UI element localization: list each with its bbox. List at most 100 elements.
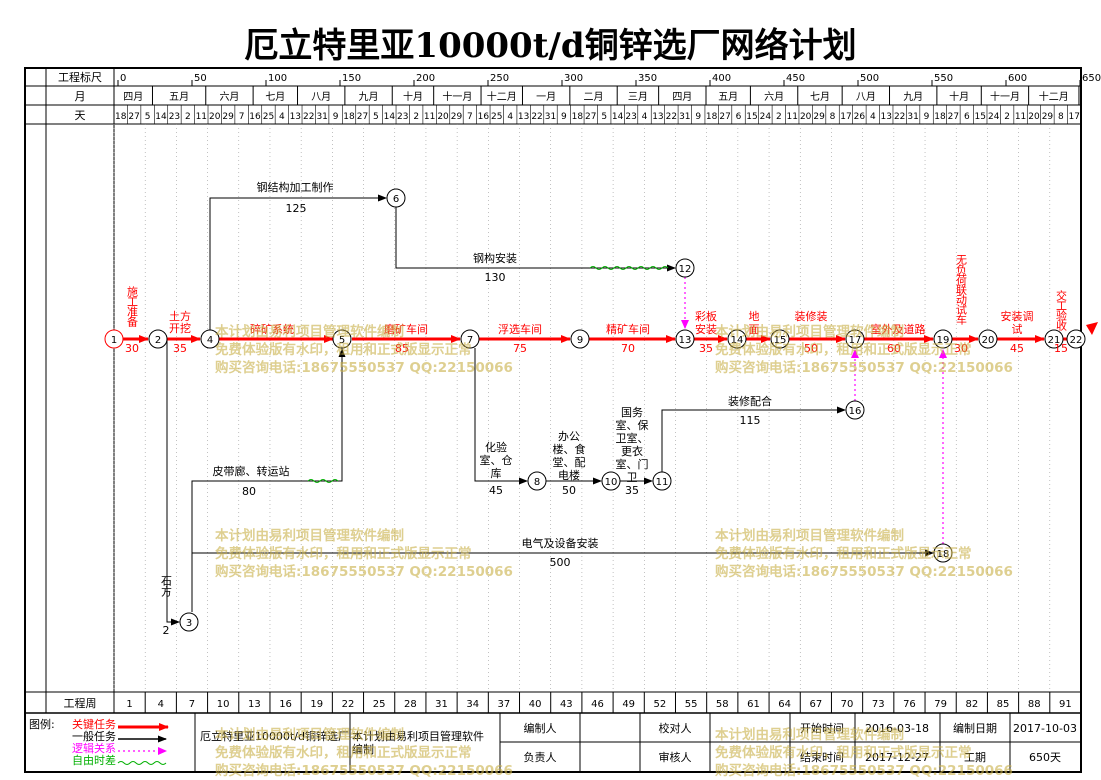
week-label: 7 [189,699,195,710]
day-label: 15 [975,112,986,122]
scale-tick-label: 0 [120,73,126,84]
day-label: 13 [518,112,529,122]
week-label: 76 [903,699,916,710]
month-label: 七月 [810,91,830,103]
legend-title: 图例: [29,717,55,731]
svg-text:12: 12 [679,264,692,275]
scale-tick-label: 650 [1082,73,1101,84]
node-7: 7 [460,329,480,349]
task-label-t8: 磨矿车间 [384,322,428,336]
month-label: 三月 [628,91,648,103]
legend-float-label: 自由时差 [72,753,116,767]
legend-logic-label: 逻辑关系 [72,741,116,755]
task-label-t16: 装修配合 [728,394,772,408]
day-label: 20 [800,112,812,122]
scale-tick-label: 250 [490,73,509,84]
scale-tick-lines [113,80,1081,713]
task-label-t3: 石方 [160,575,173,597]
task-label-t11c: 库 [491,467,502,480]
svg-text:13: 13 [679,335,692,346]
node-11: 11 [652,471,672,491]
task-label-t1: 施工准备 [126,286,139,328]
day-label: 8 [1058,112,1064,122]
day-label: 31 [679,112,690,122]
day-label: 22 [666,112,677,122]
footer-end-value: 2017-12-27 [865,751,929,764]
task-label-t12c: 堂、配 [553,456,586,469]
svg-text:16: 16 [849,406,862,417]
task-duration-t3: 2 [163,624,170,637]
month-label: 八月 [856,91,876,103]
month-label: 六月 [764,91,784,103]
day-label: 4 [279,112,285,122]
float-3-5 [307,479,339,483]
day-label: 4 [507,112,513,122]
task-duration-t1: 30 [125,342,139,355]
week-label: 31 [435,699,448,710]
day-label: 9 [333,112,339,122]
node-17: 17 [845,329,865,349]
month-label: 九月 [903,91,923,103]
footer-duration-label: 工期 [964,751,986,764]
task-label-t14f: 卫 [627,471,638,484]
week-label: 40 [529,699,542,710]
day-label: 22 [894,112,905,122]
month-label: 五月 [169,91,189,103]
svg-text:22: 22 [1070,335,1083,346]
node-4: 4 [200,329,220,349]
day-label: 8 [830,112,836,122]
month-row-label: 月 [75,90,86,103]
day-label: 18 [343,112,355,122]
month-label: 二月 [584,91,604,103]
task-label-t11a: 化验 [485,440,507,454]
svg-text:14: 14 [731,335,744,346]
normal-tasks [166,194,934,626]
legend-critical-label: 关键任务 [72,717,116,731]
day-label: 11 [196,112,207,122]
task-label-t10: 浮选车间 [498,322,542,336]
task-duration-t22: 15 [1054,342,1068,355]
node-14: 14 [727,329,747,349]
week-label: 64 [778,699,791,710]
task-duration-t14: 35 [625,484,639,497]
day-label: 14 [612,112,624,122]
task-label-t14a: 国务 [621,406,643,419]
footer-text: 厄立特里亚10000t/d铜锌选厂 本计划由易利项目管理软件 编制 编制人 负责… [200,721,1077,764]
task-duration-t12: 50 [562,484,576,497]
svg-text:6: 6 [393,194,399,205]
month-label: 十月 [949,90,969,103]
day-label: 20 [437,112,449,122]
day-label: 13 [652,112,663,122]
month-label: 四月 [123,91,143,103]
task-label-t12d: 电楼 [558,468,580,482]
day-label: 14 [155,112,167,122]
task-label-t22: 交工验收 [1055,289,1068,332]
footer-software-note: 本计划由易利项目管理软件 [352,729,484,743]
svg-text:9: 9 [577,335,583,346]
scale-tick-label: 100 [268,73,287,84]
scale-tick-label: 350 [638,73,657,84]
task-duration-t16: 115 [740,414,761,427]
month-label: 十月 [403,90,423,103]
day-label: 2 [413,112,419,122]
day-label: 27 [719,112,730,122]
task-duration-t6: 80 [242,485,256,498]
week-labels: 1 4 7 10 13 16 19 22 25 28 31 34 37 40 43 46 49 52 55 58 61 6… [126,699,1071,710]
node-6: 6 [386,188,406,208]
day-label: 5 [373,112,379,122]
svg-text:10: 10 [605,477,618,488]
week-label: 25 [373,699,386,710]
node-1: 1 [104,329,124,349]
footer-compiled-label: 编制 [352,742,374,756]
node-9: 9 [570,329,590,349]
dotted-time-grid [113,124,1051,692]
week-label: 61 [747,699,760,710]
day-label: 11 [424,112,435,122]
day-label: 15 [746,112,757,122]
day-label: 27 [585,112,596,122]
day-label: 29 [813,112,825,122]
day-label: 14 [384,112,396,122]
month-label: 八月 [311,91,331,103]
task-label-t14b: 室、保 [616,418,649,432]
scale-tick-label: 600 [1008,73,1027,84]
